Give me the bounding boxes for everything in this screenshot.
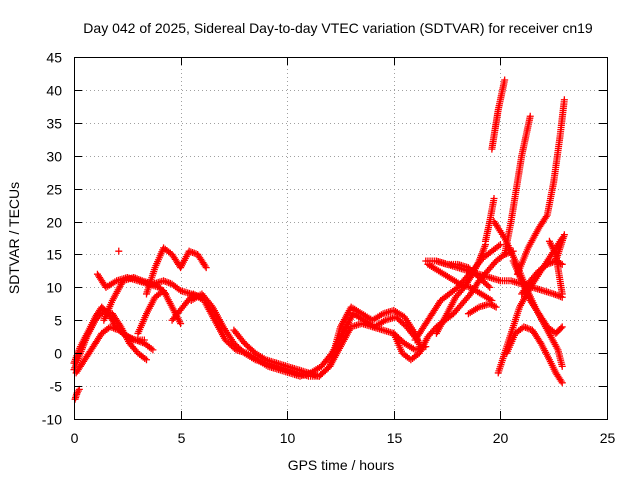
data-point <box>496 241 504 249</box>
data-point <box>177 320 185 328</box>
series-s20 <box>481 195 498 245</box>
axis-ticks <box>74 57 608 420</box>
series-s25 <box>503 323 566 387</box>
data-series <box>70 76 568 403</box>
y-tick-labels: -10 -5 0 5 10 15 20 25 30 35 40 45 <box>42 50 62 428</box>
data-point <box>492 303 500 311</box>
series-s14 <box>411 241 504 344</box>
x-tick-label: 25 <box>600 430 616 446</box>
series-s28 <box>518 257 566 298</box>
data-point <box>558 323 566 331</box>
y-tick-label: 25 <box>46 182 62 198</box>
data-point <box>486 300 494 308</box>
data-point <box>526 112 534 120</box>
data-point <box>115 247 123 255</box>
data-point <box>489 301 497 309</box>
series-s30 <box>552 231 568 265</box>
x-axis-label: GPS time / hours <box>288 457 395 473</box>
data-point <box>74 387 82 395</box>
data-point <box>501 76 509 84</box>
data-point <box>557 324 565 332</box>
y-tick-label: 0 <box>54 346 62 362</box>
data-point <box>149 346 157 354</box>
series-s11 <box>187 290 430 380</box>
x-tick-label: 5 <box>178 430 186 446</box>
series-s19 <box>464 300 500 318</box>
data-point <box>558 290 566 298</box>
data-point <box>490 195 498 203</box>
data-point <box>201 262 209 270</box>
data-point <box>202 264 210 272</box>
y-tick-label: -10 <box>42 412 62 428</box>
y-tick-label: 40 <box>46 83 62 99</box>
y-tick-label: 30 <box>46 149 62 165</box>
y-tick-label: 15 <box>46 247 62 263</box>
data-point <box>557 377 565 385</box>
data-point <box>142 356 150 364</box>
data-point <box>491 302 499 310</box>
data-point <box>560 231 568 239</box>
x-tick-label: 0 <box>71 430 79 446</box>
y-tick-label: 35 <box>46 116 62 132</box>
series-s12 <box>230 303 426 380</box>
data-point <box>484 282 492 290</box>
series-s7 <box>142 244 210 298</box>
x-tick-label: 15 <box>387 430 403 446</box>
series-s27 <box>513 96 568 278</box>
series-s24 <box>501 112 534 258</box>
data-point <box>542 213 550 221</box>
y-tick-label: 5 <box>54 313 62 329</box>
data-point <box>560 96 568 104</box>
y-tick-label: -5 <box>50 379 63 395</box>
grid <box>74 57 607 419</box>
series-s9 <box>115 247 123 255</box>
series-s21 <box>488 76 509 153</box>
x-tick-labels: 0 5 10 15 20 25 <box>71 430 616 446</box>
series-s16 <box>424 260 496 305</box>
series-s18 <box>432 241 489 337</box>
chart-title: Day 042 of 2025, Sidereal Day-to-day VTE… <box>83 20 593 36</box>
series-s3 <box>72 323 157 377</box>
x-tick-label: 10 <box>280 430 296 446</box>
data-point <box>558 362 566 370</box>
data-point <box>487 301 495 309</box>
data-point <box>468 272 476 280</box>
data-point <box>558 379 566 387</box>
series-s4 <box>71 385 83 403</box>
data-point <box>75 385 83 393</box>
plot-frame <box>74 57 608 420</box>
y-tick-label: 45 <box>46 50 62 66</box>
y-tick-label: 20 <box>46 215 62 231</box>
data-point <box>486 283 494 291</box>
x-tick-label: 20 <box>493 430 509 446</box>
y-tick-label: 10 <box>46 280 62 296</box>
y-axis-label: SDTVAR / TECUs <box>6 182 22 294</box>
